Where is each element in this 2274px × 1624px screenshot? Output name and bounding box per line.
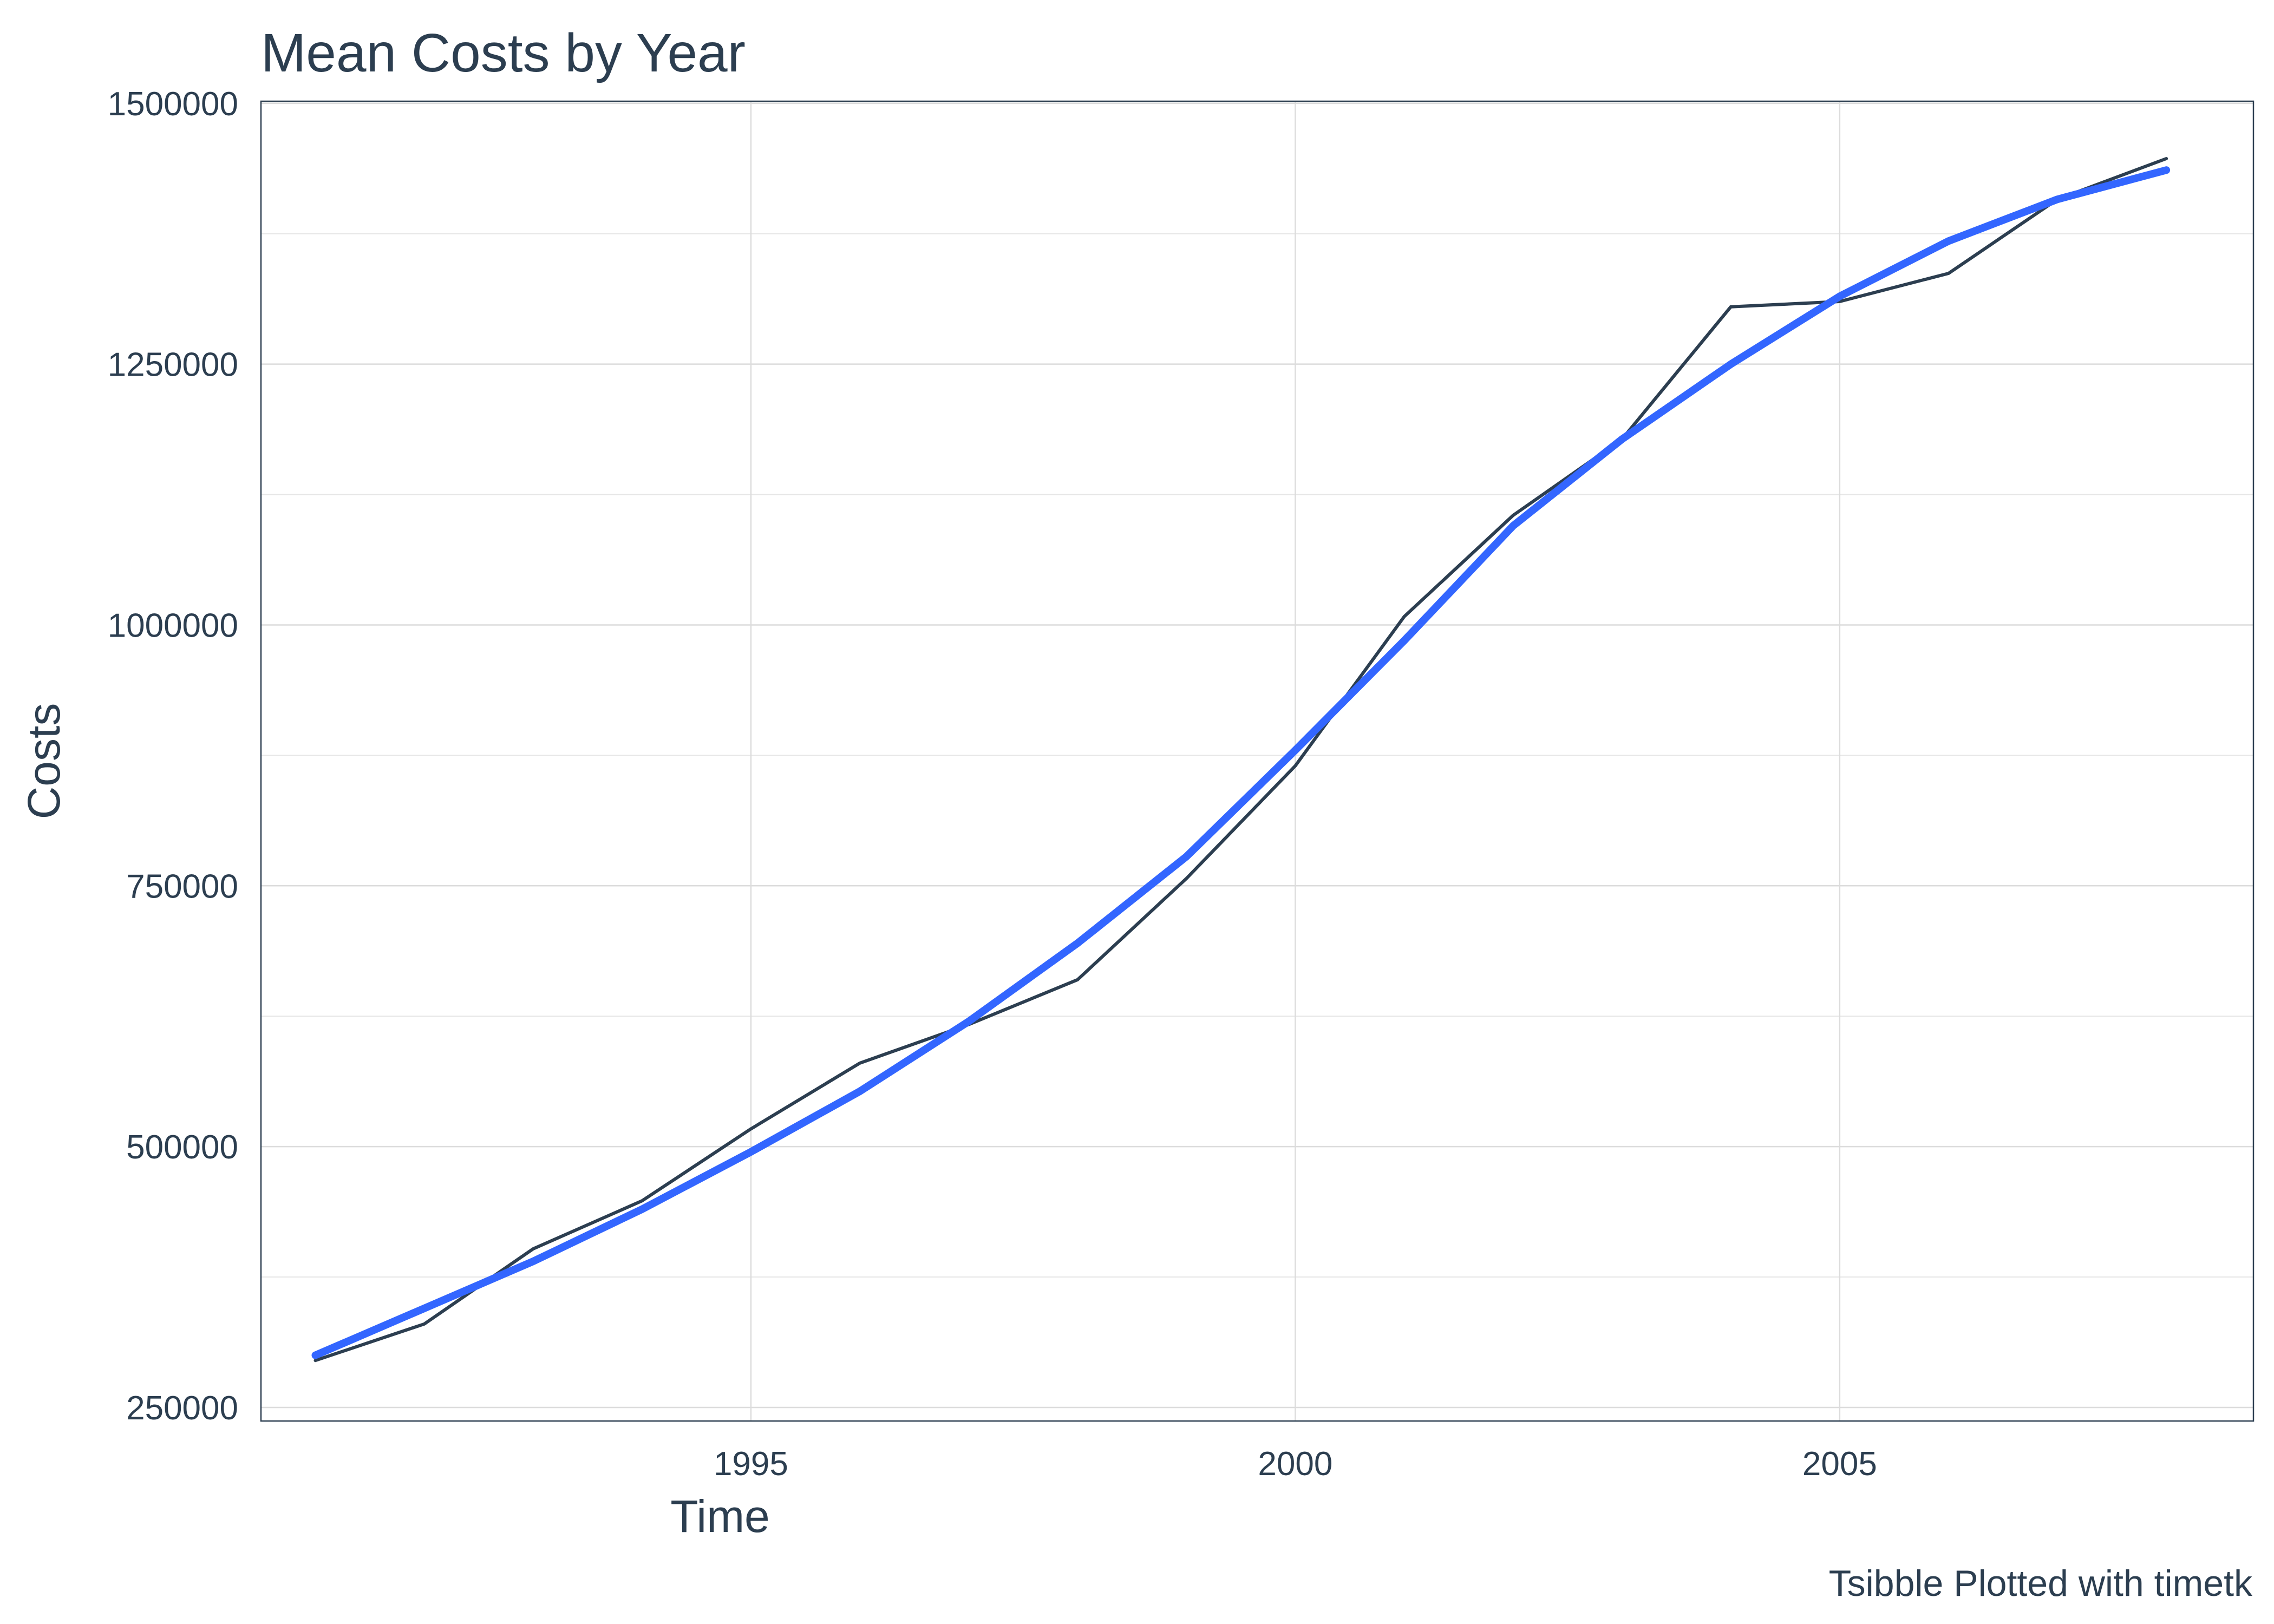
plot-panel-border bbox=[260, 100, 2255, 1422]
y-axis-title: Costs bbox=[18, 703, 69, 820]
series-lines bbox=[311, 157, 2171, 1363]
chart-caption: Tsibble Plotted with timetk bbox=[1829, 1563, 2253, 1604]
y-tick-label: 1250000 bbox=[108, 346, 238, 384]
chart-title: Mean Costs by Year bbox=[261, 23, 746, 83]
series-line-smoother bbox=[311, 166, 2171, 1359]
x-axis-title: Time bbox=[670, 1491, 770, 1542]
y-tick-label: 750000 bbox=[126, 868, 238, 905]
y-tick-label: 1000000 bbox=[108, 607, 238, 644]
series-line-mean-costs bbox=[313, 157, 2168, 1363]
x-tick-label: 2005 bbox=[1802, 1445, 1877, 1483]
x-tick-label: 1995 bbox=[714, 1445, 788, 1483]
x-axis-ticks: 1995 2000 2005 bbox=[714, 1445, 1877, 1483]
y-axis-ticks: 250000 500000 750000 1000000 1250000 1500000 bbox=[108, 86, 238, 1427]
x-tick-label: 2000 bbox=[1258, 1445, 1332, 1483]
y-tick-label: 500000 bbox=[126, 1129, 238, 1166]
y-tick-label: 1500000 bbox=[108, 86, 238, 123]
grid-lines bbox=[261, 101, 2253, 1421]
y-tick-label: 250000 bbox=[126, 1390, 238, 1427]
